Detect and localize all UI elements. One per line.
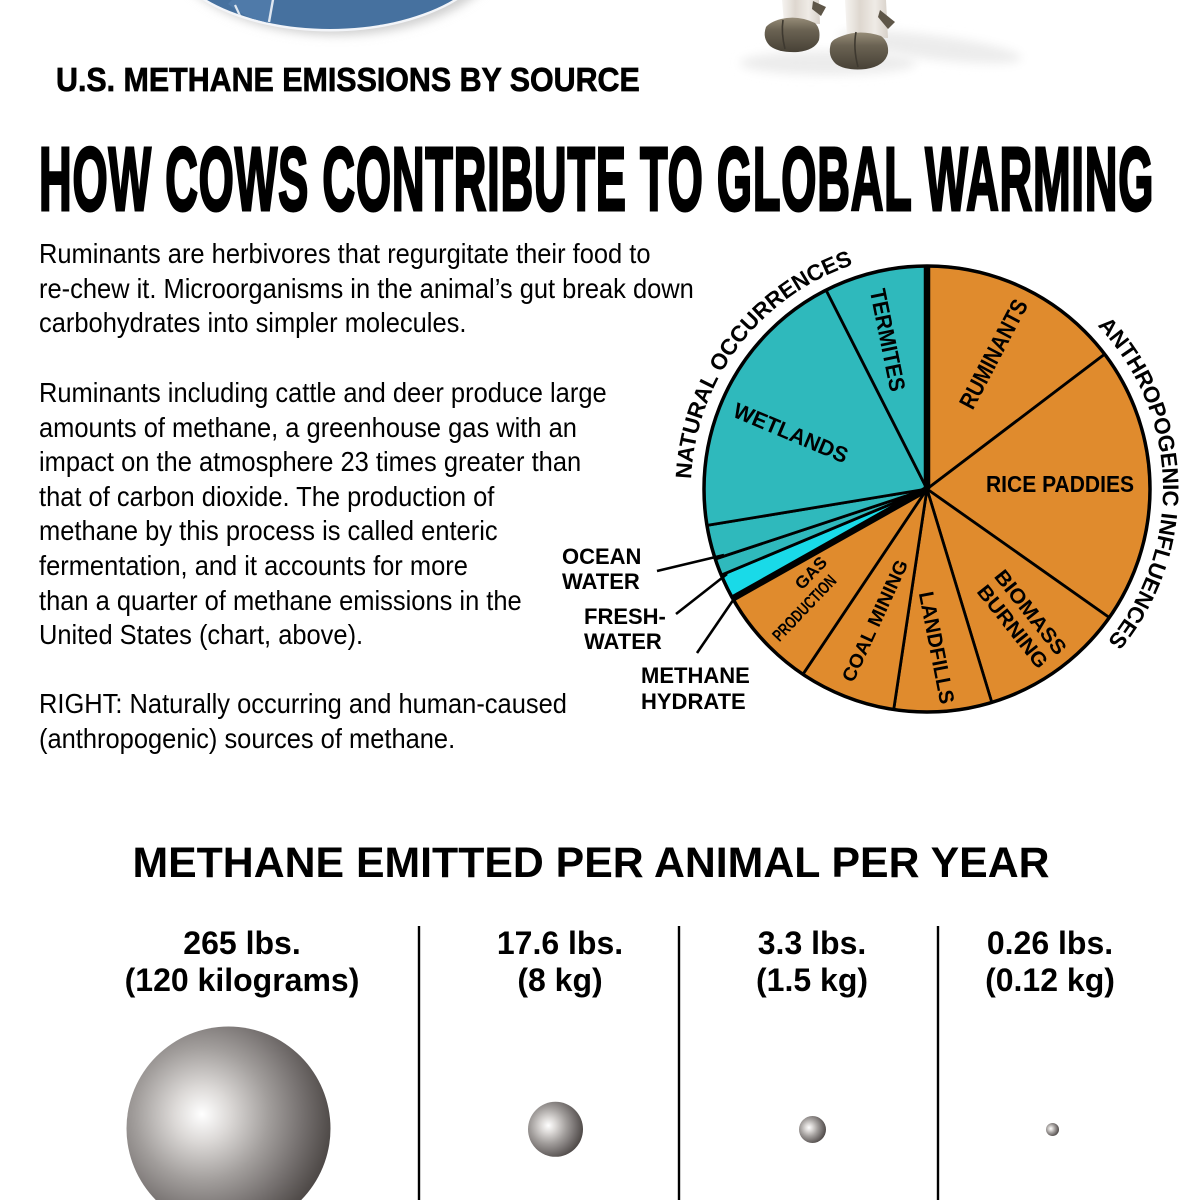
- svg-text:RICE PADDIES: RICE PADDIES: [986, 471, 1134, 497]
